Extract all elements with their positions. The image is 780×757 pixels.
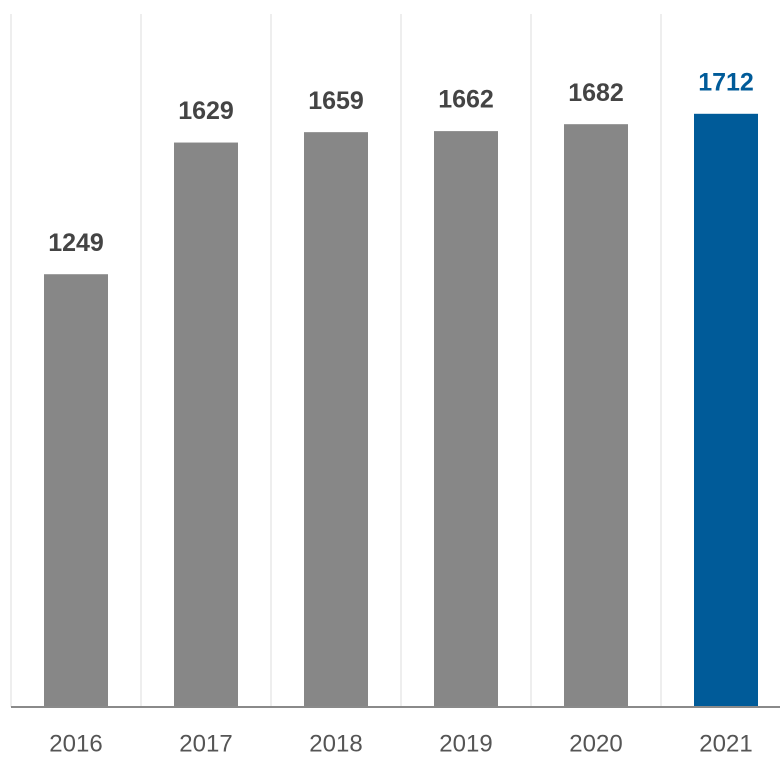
x-tick-label: 2020 <box>569 730 622 757</box>
value-label: 1682 <box>568 79 624 107</box>
x-tick-label: 2019 <box>439 730 492 757</box>
x-tick-label: 2021 <box>699 730 752 757</box>
bar <box>694 113 758 708</box>
bar <box>434 131 498 707</box>
x-tick-label: 2017 <box>179 730 232 757</box>
value-label: 1659 <box>308 87 364 115</box>
value-label: 1662 <box>438 86 494 114</box>
bar <box>564 124 628 707</box>
bar <box>174 142 238 707</box>
value-label: 1249 <box>48 229 104 257</box>
bar <box>304 132 368 707</box>
x-tick-label: 2016 <box>49 730 102 757</box>
value-label: 1629 <box>178 97 234 125</box>
value-label: 1712 <box>698 68 754 96</box>
bar <box>44 274 108 707</box>
x-tick-label: 2018 <box>309 730 362 757</box>
